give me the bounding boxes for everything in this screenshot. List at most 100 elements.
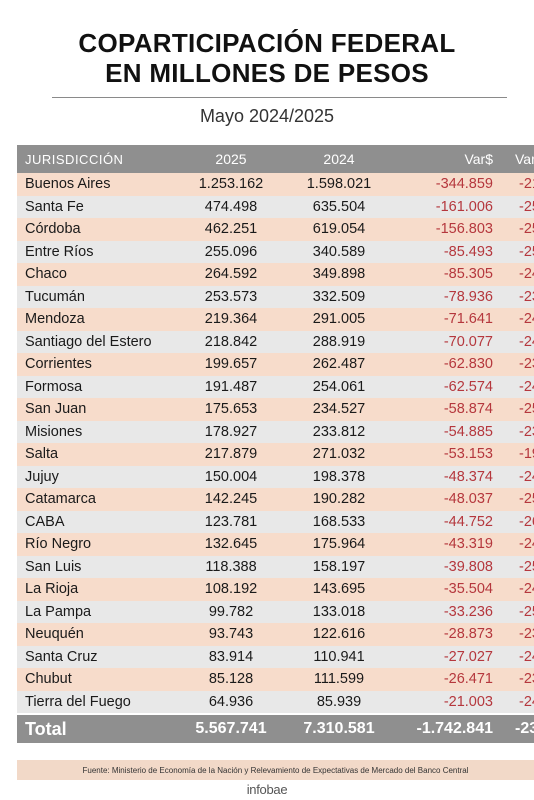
row-2025: 108.192 bbox=[204, 581, 258, 598]
row-2025: 255.096 bbox=[204, 243, 258, 260]
title-line-2: EN MILLONES DE PESOS bbox=[105, 58, 429, 88]
row-var-real: -23,7% bbox=[519, 671, 534, 688]
row-2024: 635.504 bbox=[312, 198, 366, 215]
row-var-real: -19,6% bbox=[519, 446, 534, 463]
table-row: Misiones 178.927 233.812 -54.885 -23,5% bbox=[17, 420, 534, 443]
row-2025: 199.657 bbox=[204, 356, 258, 373]
title-line-1: COPARTICIPACIÓN FEDERAL bbox=[78, 28, 456, 58]
row-2025: 85.128 bbox=[208, 671, 254, 688]
row-2025: 217.879 bbox=[204, 446, 258, 463]
row-var-pesos: -71.641 bbox=[443, 311, 493, 328]
table-row: Catamarca 142.245 190.282 -48.037 -25,2% bbox=[17, 488, 534, 511]
row-var-real: -25,3% bbox=[519, 198, 534, 215]
row-var-pesos: -78.936 bbox=[443, 288, 493, 305]
row-var-pesos: -27.027 bbox=[443, 648, 493, 665]
row-2025: 218.842 bbox=[204, 333, 258, 350]
row-var-real: -24,4% bbox=[519, 266, 534, 283]
row-jurisdiccion: Santa Cruz bbox=[25, 648, 98, 665]
row-2025: 178.927 bbox=[204, 423, 258, 440]
row-var-pesos: -28.873 bbox=[443, 626, 493, 643]
table-row: Corrientes 199.657 262.487 -62.830 -23,9% bbox=[17, 353, 534, 376]
table-body: Buenos Aires 1.253.162 1.598.021 -344.859 -2… bbox=[17, 173, 534, 713]
row-2024: 340.589 bbox=[312, 243, 366, 260]
row-var-real: -25,1% bbox=[519, 401, 534, 418]
row-jurisdiccion: Neuquén bbox=[25, 626, 84, 643]
table-row: Tucumán 253.573 332.509 -78.936 -23,7% bbox=[17, 285, 534, 308]
row-var-real: -24,6% bbox=[519, 536, 534, 553]
table-row: Río Negro 132.645 175.964 -43.319 -24,6% bbox=[17, 533, 534, 556]
row-2024: 198.378 bbox=[312, 468, 366, 485]
row-var-pesos: -62.574 bbox=[443, 378, 493, 395]
row-2024: 291.005 bbox=[312, 311, 366, 328]
table-row: Buenos Aires 1.253.162 1.598.021 -344.859 -2… bbox=[17, 173, 534, 196]
header-2025: 2025 bbox=[215, 151, 247, 167]
row-var-real: -24,3% bbox=[519, 333, 534, 350]
table-header: JURISDICCIÓN 2025 2024 Var$ Var Real bbox=[17, 145, 534, 173]
table-row: Córdoba 462.251 619.054 -156.803 -25,3% bbox=[17, 218, 534, 241]
row-2025: 93.743 bbox=[208, 626, 254, 643]
row-2025: 1.253.162 bbox=[198, 176, 264, 193]
row-2025: 253.573 bbox=[204, 288, 258, 305]
row-var-pesos: -43.319 bbox=[443, 536, 493, 553]
row-var-pesos: -344.859 bbox=[435, 176, 493, 193]
row-var-real: -26,6% bbox=[519, 513, 534, 530]
row-2025: 175.653 bbox=[204, 401, 258, 418]
row-var-pesos: -39.808 bbox=[443, 558, 493, 575]
row-2025: 99.782 bbox=[208, 603, 254, 620]
row-jurisdiccion: CABA bbox=[25, 513, 65, 530]
row-jurisdiccion: Formosa bbox=[25, 378, 83, 395]
header-var-real: Var Real bbox=[515, 151, 534, 167]
row-jurisdiccion: Chaco bbox=[25, 266, 67, 283]
total-var-real: -23,8% bbox=[515, 720, 534, 737]
row-var-real: -23,9% bbox=[519, 356, 534, 373]
header-2024: 2024 bbox=[323, 151, 355, 167]
total-row: Total 5.567.741 7.310.581 -1.742.841 -23… bbox=[17, 715, 534, 743]
row-jurisdiccion: Santiago del Estero bbox=[25, 333, 152, 350]
header-jurisdiccion: JURISDICCIÓN bbox=[25, 151, 124, 167]
source-note: Fuente: Ministerio de Economía de la Nac… bbox=[17, 760, 534, 780]
row-2024: 349.898 bbox=[312, 266, 366, 283]
title-divider bbox=[52, 97, 507, 98]
row-jurisdiccion: La Rioja bbox=[25, 581, 79, 598]
table-row: Chubut 85.128 111.599 -26.471 -23,7% bbox=[17, 668, 534, 691]
row-2025: 474.498 bbox=[204, 198, 258, 215]
row-2024: 133.018 bbox=[312, 603, 366, 620]
row-var-real: -25,2% bbox=[519, 491, 534, 508]
row-2025: 64.936 bbox=[208, 693, 254, 710]
row-var-pesos: -58.874 bbox=[443, 401, 493, 418]
row-2024: 271.032 bbox=[312, 446, 366, 463]
total-var-pesos: -1.742.841 bbox=[416, 720, 493, 737]
total-label: Total bbox=[25, 718, 67, 739]
total-2025: 5.567.741 bbox=[195, 720, 267, 737]
brand-logo: infobae bbox=[0, 780, 534, 800]
table-row: San Juan 175.653 234.527 -58.874 -25,1% bbox=[17, 398, 534, 421]
row-var-pesos: -48.037 bbox=[443, 491, 493, 508]
subtitle: Mayo 2024/2025 bbox=[199, 106, 335, 126]
row-jurisdiccion: Río Negro bbox=[25, 536, 92, 553]
coparticipacion-table: JURISDICCIÓN 2025 2024 Var$ Var Real Bue… bbox=[17, 145, 534, 743]
row-2024: 262.487 bbox=[312, 356, 366, 373]
row-var-pesos: -53.153 bbox=[443, 446, 493, 463]
row-var-real: -24,4% bbox=[519, 468, 534, 485]
row-var-pesos: -161.006 bbox=[435, 198, 493, 215]
row-2024: 233.812 bbox=[312, 423, 366, 440]
row-var-pesos: -44.752 bbox=[443, 513, 493, 530]
row-var-real: -23,5% bbox=[519, 626, 534, 643]
table-row: Chaco 264.592 349.898 -85.305 -24,4% bbox=[17, 263, 534, 286]
row-jurisdiccion: Chubut bbox=[25, 671, 72, 688]
row-var-pesos: -54.885 bbox=[443, 423, 493, 440]
row-2025: 123.781 bbox=[204, 513, 258, 530]
row-var-real: -24,7% bbox=[519, 581, 534, 598]
table-row: Salta 217.879 271.032 -53.153 -19,6% bbox=[17, 443, 534, 466]
row-var-pesos: -85.305 bbox=[443, 266, 493, 283]
row-2024: 143.695 bbox=[312, 581, 366, 598]
row-2025: 191.487 bbox=[204, 378, 258, 395]
row-2024: 190.282 bbox=[312, 491, 366, 508]
table-row: Santa Cruz 83.914 110.941 -27.027 -24,4% bbox=[17, 645, 534, 668]
row-var-pesos: -70.077 bbox=[443, 333, 493, 350]
row-var-real: -23,5% bbox=[519, 423, 534, 440]
row-jurisdiccion: Mendoza bbox=[25, 311, 85, 328]
row-2024: 110.941 bbox=[313, 648, 365, 665]
table-row: CABA 123.781 168.533 -44.752 -26,6% bbox=[17, 510, 534, 533]
table-row: Jujuy 150.004 198.378 -48.374 -24,4% bbox=[17, 465, 534, 488]
